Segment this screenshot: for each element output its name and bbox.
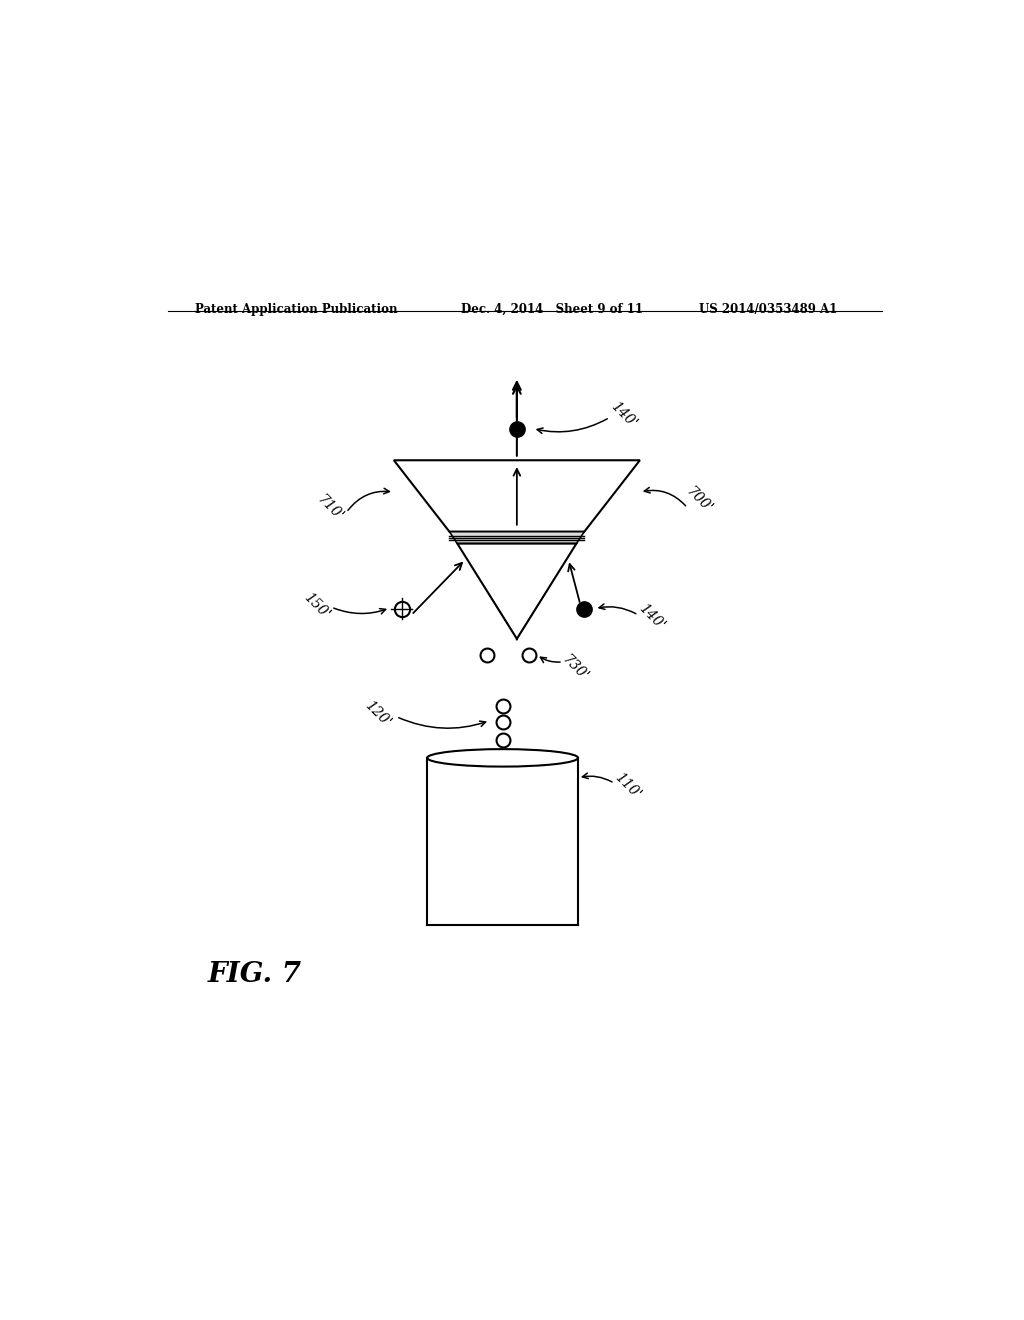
Text: 120': 120' — [362, 698, 393, 730]
Polygon shape — [458, 544, 577, 639]
Text: 140': 140' — [608, 399, 640, 430]
Text: Dec. 4, 2014   Sheet 9 of 11: Dec. 4, 2014 Sheet 9 of 11 — [461, 304, 643, 315]
Text: US 2014/0353489 A1: US 2014/0353489 A1 — [699, 304, 838, 315]
Text: 730': 730' — [559, 652, 591, 684]
Text: 150': 150' — [301, 590, 333, 622]
Polygon shape — [450, 532, 585, 544]
Ellipse shape — [427, 750, 578, 767]
Text: Patent Application Publication: Patent Application Publication — [196, 304, 398, 315]
Text: 140': 140' — [636, 601, 668, 632]
Text: 700': 700' — [684, 484, 715, 516]
Text: FIG. 7: FIG. 7 — [207, 961, 301, 987]
Text: 110': 110' — [612, 770, 644, 801]
Polygon shape — [394, 461, 640, 532]
Text: 710': 710' — [314, 492, 346, 524]
